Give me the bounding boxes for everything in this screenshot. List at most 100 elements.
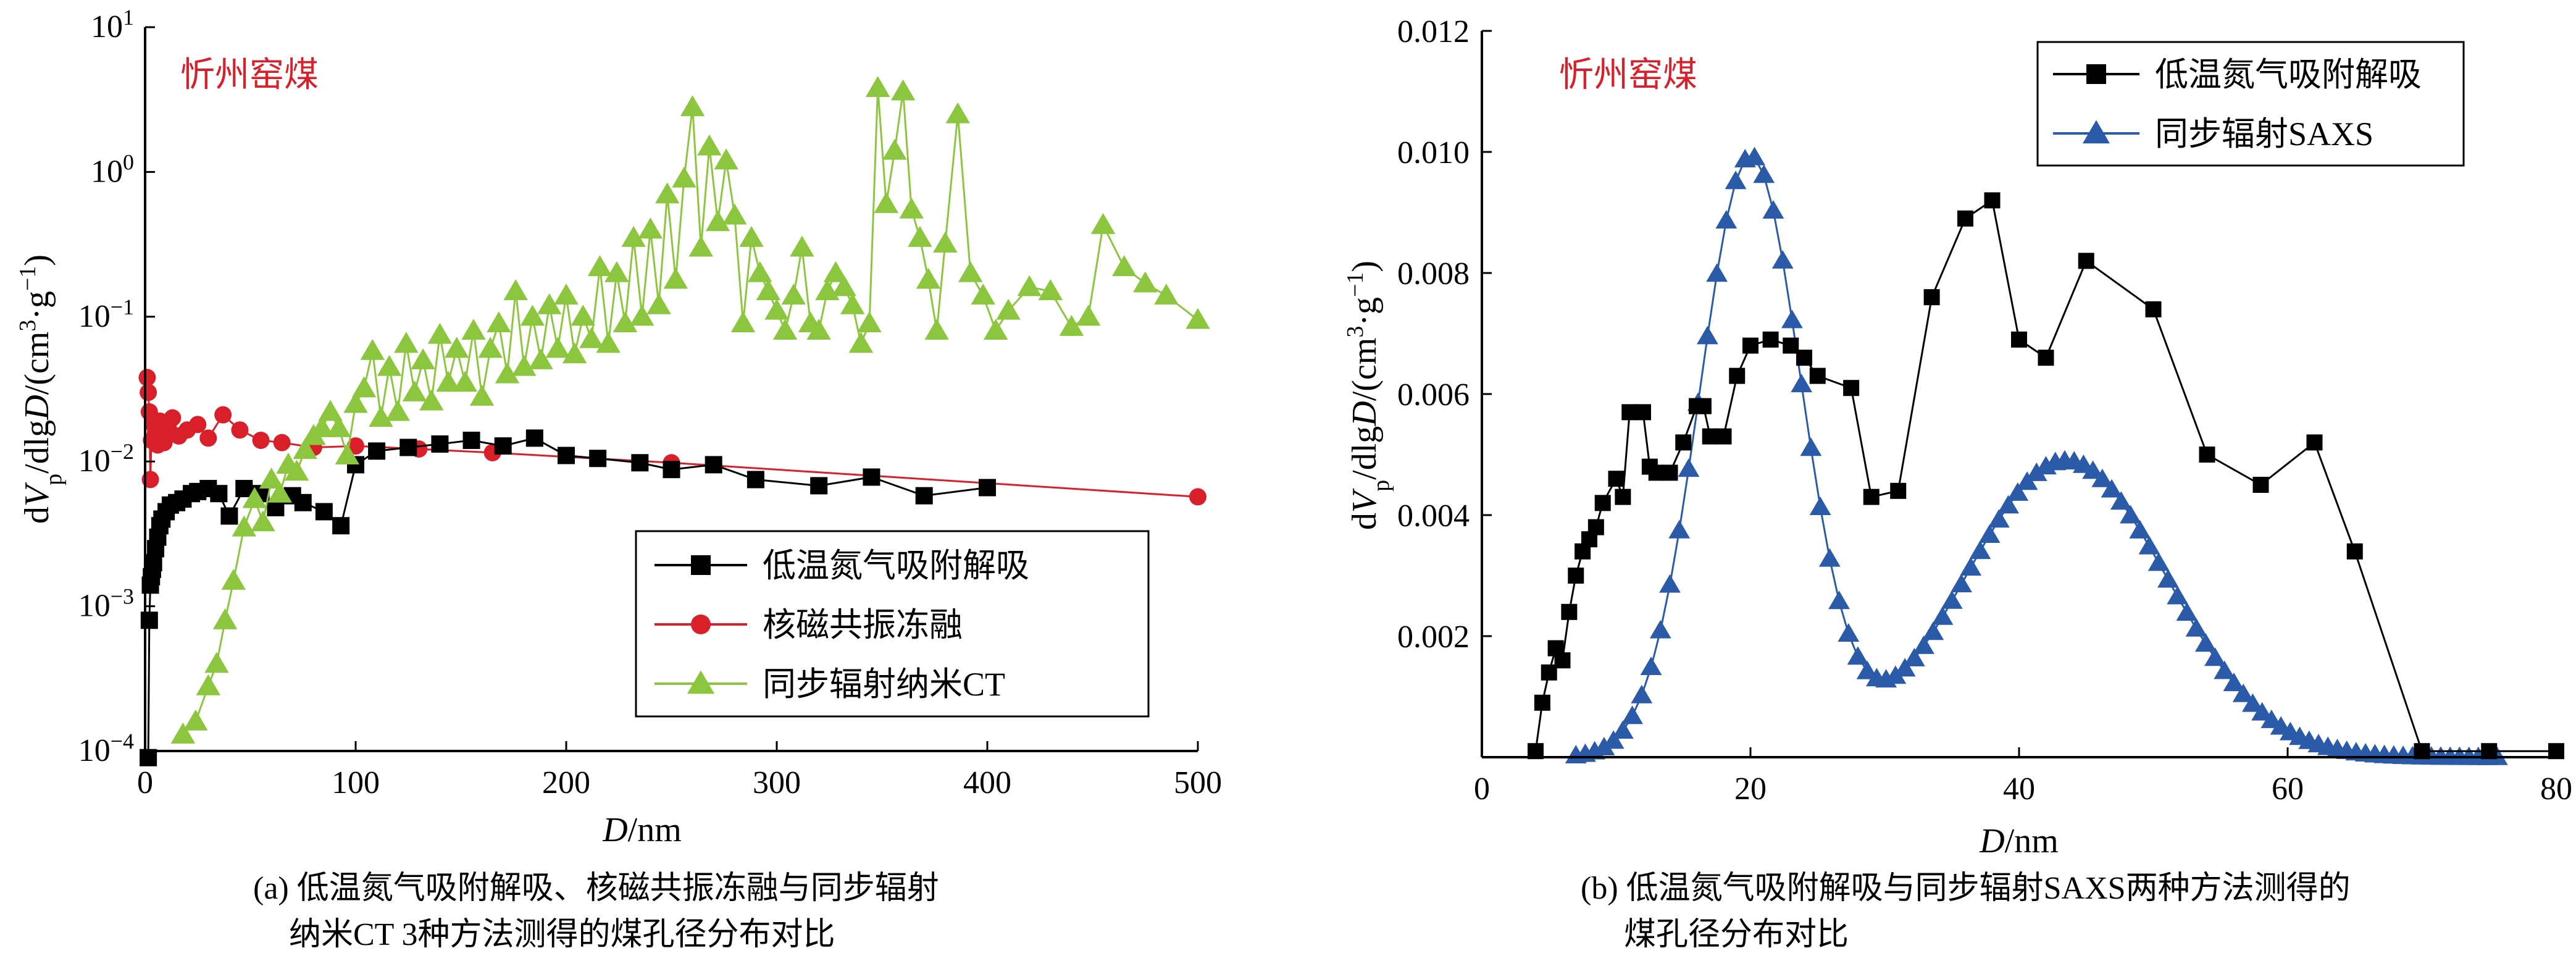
y-tick-label: 100 [91,149,134,189]
data-point [2129,519,2151,539]
data-point [1796,350,1812,366]
data-point [613,311,638,333]
y-ticks-b: 0.002 0.004 0.006 0.008 0.010 0.012 [1397,14,1492,655]
caption-b-line2: 煤孔径分布对比 [1624,917,1849,952]
data-point [2038,350,2054,366]
data-point [1649,619,1671,639]
data-point [2120,505,2141,524]
data-point [1922,621,1944,640]
data-point [1957,210,1973,227]
series-n2 [1528,192,2564,760]
data-point [1894,658,1916,677]
data-point [1593,737,1615,755]
data-point [631,454,649,472]
data-point [462,431,480,449]
data-point [1154,283,1179,305]
x-tick-label: 200 [542,765,590,800]
y-tick-label: 0.012 [1397,14,1470,49]
data-point [2157,569,2179,588]
data-point [453,371,478,392]
data-point [2167,585,2189,605]
data-point [2214,660,2236,679]
data-point [1744,146,1765,166]
data-point [252,431,270,449]
x-tick-label: 0 [1474,771,1490,807]
data-point [2346,543,2363,560]
data-point [2194,633,2217,652]
data-point [722,203,747,225]
data-point [1090,212,1116,234]
data-point [494,437,512,455]
data-point [347,437,364,455]
y-ticks-a: 10−4 10−3 10−2 10−1 100 101 [78,5,155,768]
series-line [1576,156,2498,758]
data-point [2204,647,2226,666]
data-point [705,456,722,474]
data-point [1640,657,1662,676]
x-tick-label: 20 [1734,771,1767,807]
data-point [427,322,453,344]
data-point [1594,495,1611,511]
data-point [402,380,427,401]
data-point [1621,705,1643,724]
data-point [332,517,350,535]
data-point [1800,437,1822,456]
y-tick-label: 10−4 [78,729,134,768]
data-point [933,232,958,253]
data-point [212,608,238,629]
data-point [832,275,856,296]
data-point [865,76,890,98]
data-point [2176,602,2198,621]
data-point [1978,524,2001,543]
data-point [214,406,232,424]
data-point [284,460,309,481]
data-point [680,95,705,117]
data-point [210,485,228,503]
data-point [1662,464,1678,481]
data-point [1941,590,1963,609]
data-point [1587,519,1604,535]
data-point [1913,635,1934,654]
data-point [293,438,317,460]
data-point [1923,289,1940,306]
data-point [343,392,368,413]
data-point [2101,479,2123,498]
data-point [1783,337,1799,354]
data-point [1702,428,1718,445]
data-point [1635,404,1651,421]
data-point [487,311,511,333]
data-point [385,400,410,421]
y-tick-label: 10−3 [78,584,134,624]
data-point [748,261,772,282]
chart-a: 0 100 200 300 400 500 10−410−310−210−1100101 … [15,5,1222,849]
caption-a-line2: 纳米CT 3种方法测得的煤孔径分布对比 [289,917,835,952]
data-point [764,298,789,320]
data-point [971,283,995,305]
data-point [1856,660,1878,679]
data-point [1608,471,1625,487]
data-point [558,447,575,464]
data-point [654,182,680,204]
y-axis-title-a: dVp/dlgD/(cm3·g−1) [15,254,67,524]
legend-marker [687,670,715,694]
data-point [1863,489,1880,505]
data-point [882,138,907,160]
data-point [235,480,253,498]
data-point [1951,574,1972,593]
data-point [663,267,688,289]
data-point [1697,325,1718,345]
data-point [638,217,663,239]
data-point [1631,684,1653,703]
data-point [1017,275,1042,296]
series-1 [138,369,1206,506]
data-point [1729,367,1746,384]
x-ticks-a: 0 100 200 300 400 500 [137,741,1222,800]
data-point [663,461,680,479]
data-point [1809,367,1826,384]
x-tick-label: 80 [2540,771,2572,807]
data-point [2025,462,2047,481]
data-point [478,337,503,358]
